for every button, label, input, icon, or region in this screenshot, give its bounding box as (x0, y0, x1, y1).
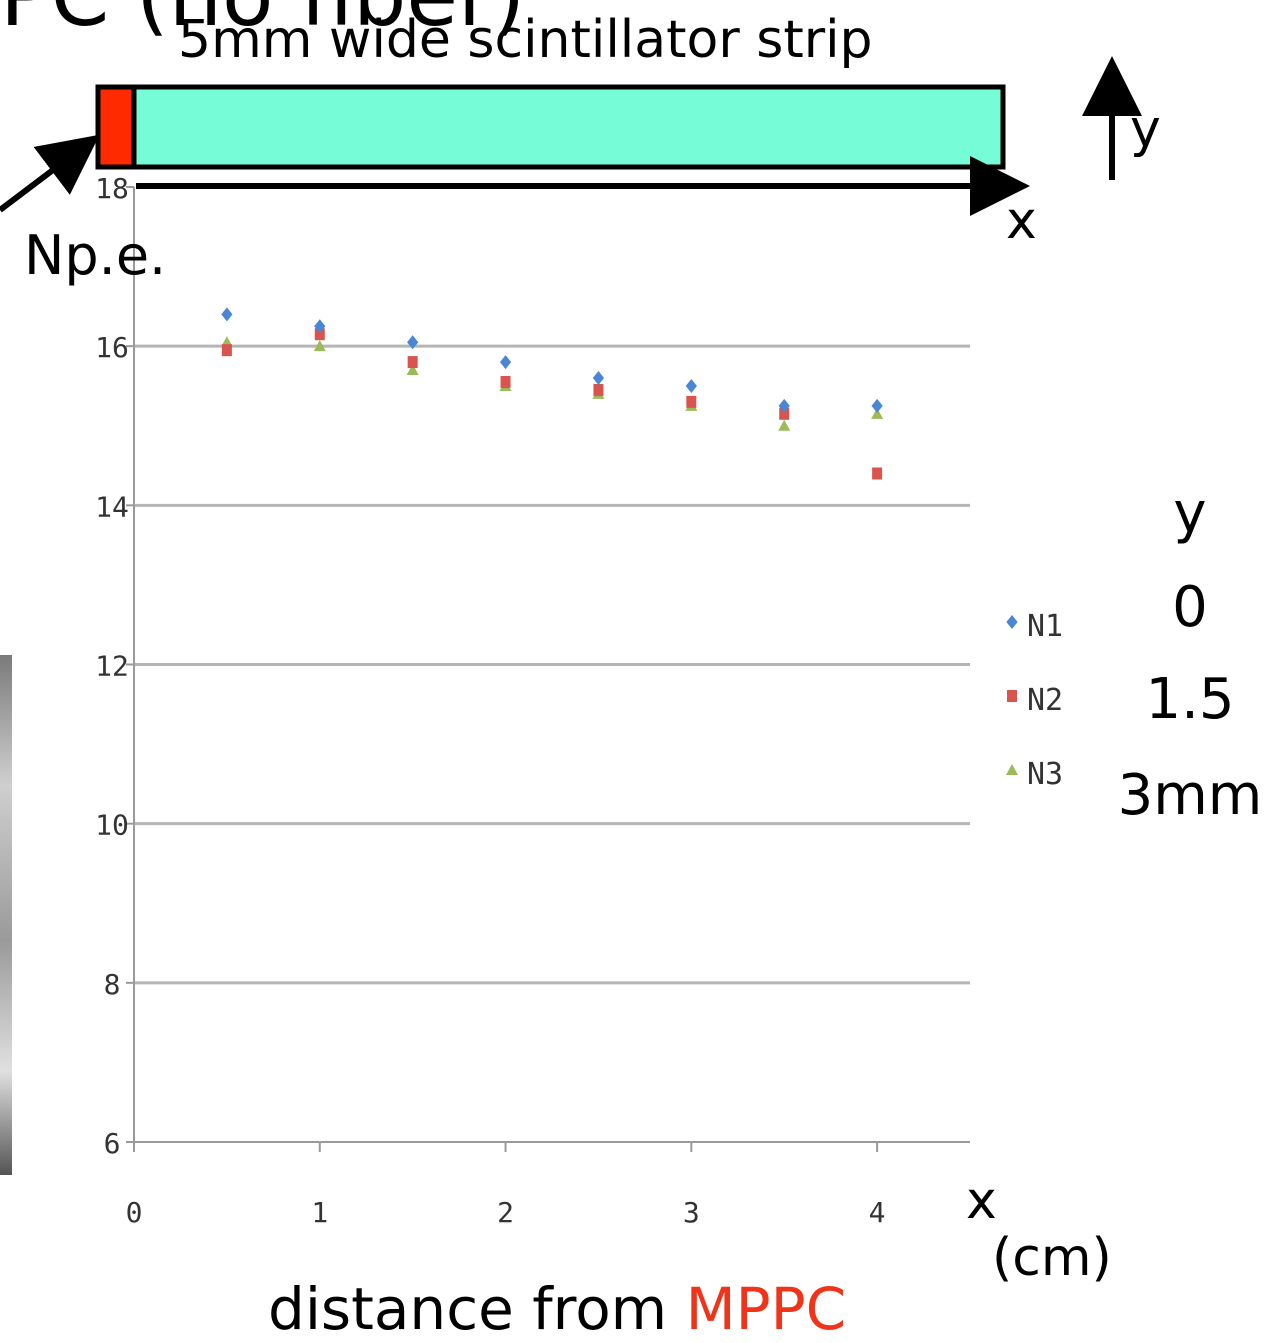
point-n2-1 (314, 328, 325, 341)
y-tick-label-6: 6 (104, 1127, 121, 1160)
point-n1-3 (499, 355, 512, 370)
legend-label-n3: N3 (1027, 757, 1063, 792)
point-n1-5 (685, 378, 697, 393)
x-tick-label-4: 4 (869, 1196, 886, 1229)
y-tick-label-10: 10 (95, 809, 129, 842)
legend-label-n2: N2 (1027, 683, 1063, 718)
legend-value-0: 0 (1172, 575, 1208, 640)
x-tick-label-3: 3 (683, 1196, 700, 1229)
point-n3-1 (313, 340, 326, 352)
y-tick-label-14: 14 (95, 490, 129, 523)
y-position-annotations: y 0 1.5 3mm (1118, 481, 1263, 828)
legend-marker-n2 (1007, 690, 1017, 702)
point-n2-3 (500, 375, 511, 388)
legend: N1 N2 N3 (1006, 609, 1063, 792)
point-n2-7 (872, 467, 883, 480)
y-tick-label-8: 8 (104, 968, 121, 1001)
point-n2-4 (593, 383, 604, 396)
axes (126, 186, 970, 1152)
y-tick-label-12: 12 (95, 650, 129, 683)
x-tick-labels: 0 1 2 3 4 (126, 1196, 886, 1229)
x-tick-label-1: 1 (311, 1196, 328, 1229)
legend-value-2: 3mm (1118, 763, 1263, 828)
y-direction-label: y (1130, 99, 1161, 159)
point-n1-4 (592, 371, 605, 385)
x-axis-label-prefix: distance from (268, 1275, 686, 1343)
y-tick-label-16: 16 (95, 331, 129, 364)
mppc-block (95, 84, 137, 170)
x-axis-unit: (cm) (992, 1228, 1112, 1288)
point-n1-1 (314, 319, 326, 334)
gridlines (134, 344, 970, 985)
legend-value-1: 1.5 (1145, 667, 1234, 732)
point-n1-6 (778, 398, 790, 413)
legend-header-y: y (1173, 481, 1206, 546)
point-n3-7 (871, 407, 884, 419)
point-n1-7 (871, 398, 883, 413)
strip-diagram: x y (0, 56, 1161, 251)
point-n1-0 (221, 307, 233, 322)
point-n2-5 (686, 395, 697, 408)
scintillator-strip (95, 84, 1006, 170)
photo-edge (0, 655, 12, 1175)
point-n3-2 (406, 364, 419, 376)
slide-title: PC (no fiber) (0, 0, 525, 38)
point-n2-6 (779, 407, 790, 420)
x-tick-label-0: 0 (126, 1196, 143, 1229)
point-n2-0 (221, 344, 232, 357)
y-tick-label-18: 18 (95, 172, 129, 205)
y-tick-labels: 6 8 10 12 14 16 18 (95, 172, 129, 1160)
x-axis-symbol: x (966, 1171, 997, 1231)
x-axis-label-mppc: MPPC (685, 1275, 847, 1343)
legend-marker-n3 (1006, 764, 1018, 775)
x-tick-label-2: 2 (497, 1196, 514, 1229)
x-direction-label: x (1006, 191, 1037, 251)
x-axis-label: distance from MPPC (268, 1280, 846, 1338)
legend-label-n1: N1 (1027, 609, 1063, 644)
data-points (220, 307, 884, 480)
point-n2-2 (407, 356, 418, 369)
point-n3-6 (778, 419, 791, 431)
mppc-pointer-arrow (0, 134, 100, 213)
strip-label: 5mm wide scintillator strip (178, 10, 873, 70)
point-n1-2 (407, 335, 419, 350)
y-axis-label: Np.e. (24, 224, 166, 287)
legend-marker-n1 (1006, 615, 1018, 629)
